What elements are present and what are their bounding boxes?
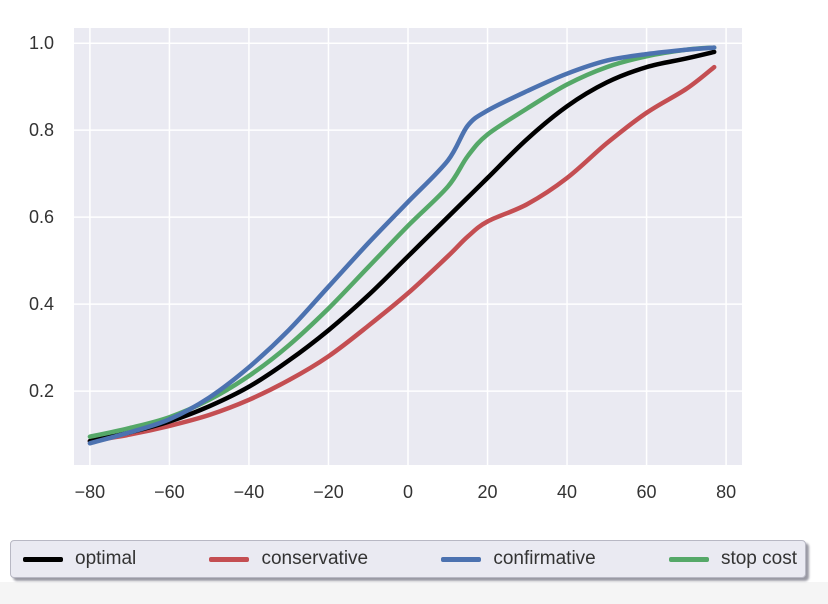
series-line-conservative — [87, 64, 717, 444]
legend-item-optimal: optimal — [23, 548, 136, 570]
x-tick-label: −80 — [75, 482, 106, 502]
x-tick-label: 40 — [557, 482, 577, 502]
y-tick-label: 0.2 — [29, 381, 54, 401]
grid-lines — [74, 28, 742, 465]
legend-swatch-optimal — [23, 556, 63, 562]
y-axis-ticks: 0.2 0.4 0.6 0.8 1.0 — [29, 33, 54, 401]
legend-swatch-stop-cost — [668, 556, 709, 562]
series-lines — [87, 45, 717, 446]
legend-swatch-confirmative — [441, 556, 482, 562]
x-axis-ticks: −80 −60 −40 −20 0 20 40 60 80 — [75, 482, 736, 502]
legend: optimal conservative confirmative stop c… — [10, 540, 806, 578]
y-tick-label: 1.0 — [29, 33, 54, 53]
y-tick-label: 0.8 — [29, 120, 54, 140]
x-tick-label: 0 — [403, 482, 413, 502]
x-tick-label: −60 — [154, 482, 185, 502]
legend-item-conservative: conservative — [209, 548, 368, 570]
x-tick-label: −20 — [313, 482, 344, 502]
legend-item-confirmative: confirmative — [441, 548, 596, 570]
x-tick-label: 80 — [716, 482, 736, 502]
x-tick-label: 20 — [478, 482, 498, 502]
legend-item-stop-cost: stop cost — [668, 548, 797, 570]
series-line-optimal — [87, 49, 717, 444]
x-tick-label: 60 — [637, 482, 657, 502]
y-tick-label: 0.6 — [29, 207, 54, 227]
legend-label-optimal: optimal — [75, 548, 137, 569]
legend-swatch-conservative — [209, 556, 250, 562]
legend-label-confirmative: confirmative — [493, 548, 596, 569]
x-tick-label: −40 — [234, 482, 265, 502]
y-tick-label: 0.4 — [29, 294, 54, 314]
series-line-confirmative — [87, 45, 717, 446]
legend-label-stop-cost: stop cost — [720, 548, 797, 569]
bottom-band — [0, 582, 828, 604]
legend-label-conservative: conservative — [261, 548, 369, 569]
